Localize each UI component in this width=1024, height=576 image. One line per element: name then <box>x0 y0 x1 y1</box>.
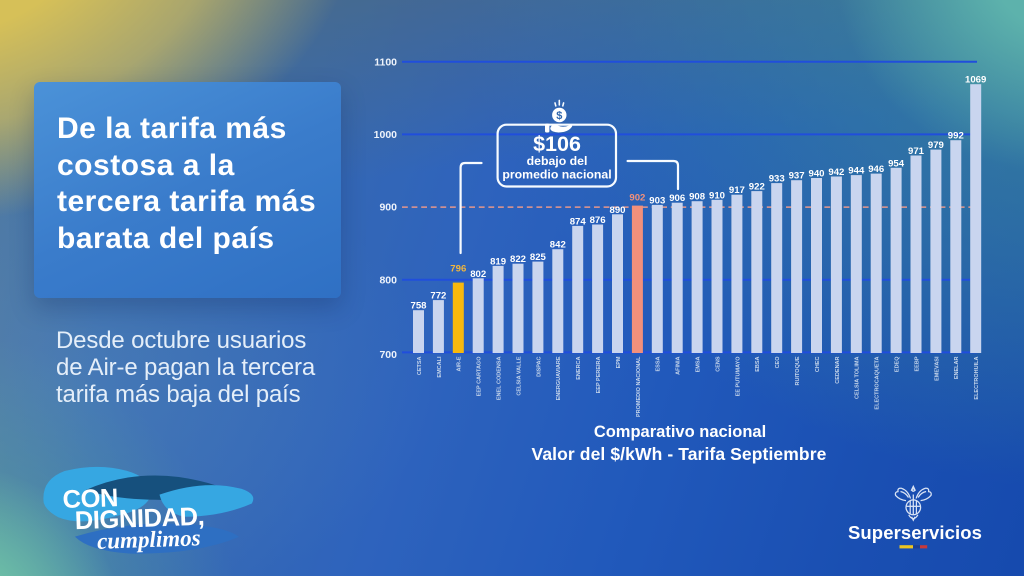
svg-text:EEP CARTAGO: EEP CARTAGO <box>477 356 483 397</box>
svg-text:CHEC: CHEC <box>815 356 821 372</box>
svg-text:AFINIA: AFINIA <box>676 356 682 374</box>
svg-text:1100: 1100 <box>374 56 397 68</box>
svg-text:758: 758 <box>410 301 427 312</box>
svg-text:ENEL CODENSA: ENEL CODENSA <box>497 356 503 400</box>
svg-text:700: 700 <box>379 349 397 361</box>
svg-text:EE PUTUMAYO: EE PUTUMAYO <box>735 356 741 397</box>
svg-text:954: 954 <box>888 158 905 169</box>
svg-text:922: 922 <box>749 182 765 193</box>
svg-text:971: 971 <box>908 146 925 157</box>
svg-text:CON: CON <box>62 484 118 514</box>
svg-text:876: 876 <box>590 215 606 226</box>
svg-text:796: 796 <box>450 264 466 275</box>
svg-text:800: 800 <box>379 274 397 286</box>
svg-text:772: 772 <box>430 291 446 302</box>
svg-text:842: 842 <box>550 240 566 251</box>
svg-text:CELSIA TOLIMA: CELSIA TOLIMA <box>855 356 861 399</box>
svg-text:822: 822 <box>510 254 526 265</box>
svg-text:940: 940 <box>808 169 824 180</box>
svg-text:937: 937 <box>789 171 805 182</box>
svg-text:890: 890 <box>609 205 625 216</box>
svg-text:debajo del: debajo del <box>527 154 588 168</box>
svg-text:802: 802 <box>470 269 486 280</box>
svg-text:ENELAR: ENELAR <box>954 356 960 379</box>
svg-text:$106: $106 <box>533 132 581 156</box>
svg-text:ESSA: ESSA <box>656 356 662 371</box>
svg-text:EMCALI: EMCALI <box>437 356 443 378</box>
svg-text:EPM: EPM <box>616 356 622 368</box>
svg-text:825: 825 <box>530 252 547 263</box>
svg-text:1000: 1000 <box>374 129 398 141</box>
svg-text:910: 910 <box>709 190 725 201</box>
svg-text:promedio nacional: promedio nacional <box>502 168 611 182</box>
svg-text:1069: 1069 <box>965 75 986 86</box>
svg-text:EBSA: EBSA <box>755 356 761 371</box>
svg-text:EDEQ: EDEQ <box>895 356 901 372</box>
svg-text:EMSA: EMSA <box>696 356 702 372</box>
svg-text:944: 944 <box>848 166 865 177</box>
svg-text:EEP PEREIRA: EEP PEREIRA <box>596 356 602 393</box>
svg-text:908: 908 <box>689 192 706 203</box>
svg-text:ELECTROHUILA: ELECTROHUILA <box>974 356 980 399</box>
svg-text:DISPAC: DISPAC <box>536 356 542 376</box>
svg-text:906: 906 <box>669 193 685 204</box>
svg-text:933: 933 <box>769 174 785 185</box>
svg-text:902: 902 <box>629 193 645 204</box>
svg-text:EEBP: EEBP <box>914 356 920 371</box>
svg-text:992: 992 <box>948 131 964 142</box>
svg-text:ENERCA: ENERCA <box>576 356 582 379</box>
svg-text:874: 874 <box>570 216 587 227</box>
svg-text:942: 942 <box>828 167 844 178</box>
svg-text:CELSIA VALLE: CELSIA VALLE <box>516 356 522 395</box>
svg-text:CEDENAR: CEDENAR <box>835 356 841 383</box>
svg-text:946: 946 <box>868 164 884 175</box>
svg-text:CETSA: CETSA <box>417 356 423 375</box>
svg-text:979: 979 <box>928 140 944 151</box>
svg-text:CEO: CEO <box>775 356 781 369</box>
svg-text:EMEVASI: EMEVASI <box>934 356 940 381</box>
svg-text:819: 819 <box>490 256 506 267</box>
svg-text:900: 900 <box>379 202 397 214</box>
svg-text:917: 917 <box>729 185 745 196</box>
svg-text:PROMEDIO NACIONAL: PROMEDIO NACIONAL <box>636 356 642 417</box>
svg-text:CENS: CENS <box>715 356 721 372</box>
svg-text:DIGNIDAD,: DIGNIDAD, <box>74 503 204 536</box>
svg-text:cumplimos: cumplimos <box>97 525 201 554</box>
svg-text:$: $ <box>556 110 562 122</box>
svg-text:RUITOQUE: RUITOQUE <box>795 356 801 385</box>
svg-text:ENERGUAVIARE: ENERGUAVIARE <box>556 356 562 400</box>
svg-text:ELECTROCAQUETA: ELECTROCAQUETA <box>875 356 881 409</box>
svg-text:AIR-E: AIR-E <box>457 356 463 371</box>
svg-text:903: 903 <box>649 195 665 206</box>
